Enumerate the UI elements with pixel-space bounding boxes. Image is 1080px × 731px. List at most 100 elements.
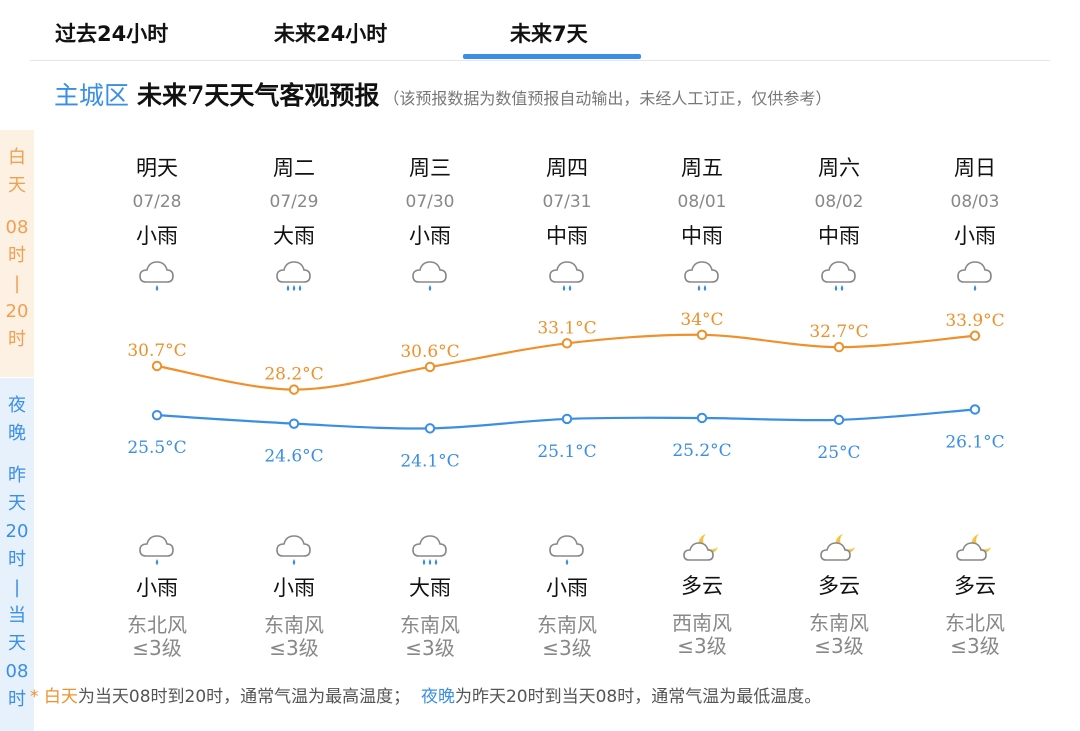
side-label-char: 天 <box>8 493 26 514</box>
day-date: 08/03 <box>950 192 1000 212</box>
night-column: 小雨 东北风 ≤3级 <box>97 524 217 660</box>
high-temp-label: 30.6°C <box>400 342 459 362</box>
day-weather: 小雨 <box>136 224 178 248</box>
side-label-char: 时 <box>8 329 26 350</box>
day-weather: 中雨 <box>818 224 860 248</box>
partly-cloudy-night-icon <box>642 530 762 564</box>
day-date: 07/29 <box>269 192 319 212</box>
day-weather: 小雨 <box>409 224 451 248</box>
heavy-rain-icon <box>234 256 354 292</box>
day-name: 周三 <box>409 156 451 180</box>
night-column: 大雨 东南风 ≤3级 <box>370 524 490 660</box>
light-rain-icon <box>97 256 217 292</box>
day-weather: 中雨 <box>546 224 588 248</box>
light-rain-icon <box>97 530 217 566</box>
day-name: 周四 <box>546 156 588 180</box>
day-weather: 小雨 <box>954 224 996 248</box>
wind-level: ≤3级 <box>814 634 864 658</box>
high-temp-label: 30.7°C <box>127 341 186 361</box>
wind-info: 东南风 ≤3级 <box>370 614 490 660</box>
wind-direction: 东南风 <box>537 613 597 637</box>
tab-next-7d[interactable]: 未来7天 <box>510 22 588 46</box>
side-label-char: 夜 <box>8 395 26 416</box>
footnote-prefix: * <box>30 687 44 707</box>
light-rain-icon <box>507 530 627 566</box>
night-weather: 小雨 <box>273 576 315 600</box>
heavy-rain-icon <box>370 530 490 566</box>
high-temp-label: 34°C <box>680 310 723 330</box>
day-date: 08/02 <box>814 192 864 212</box>
night-weather: 多云 <box>954 574 996 598</box>
day-column-top: 周五 08/01 中雨 <box>642 152 762 292</box>
side-label-char: 20 <box>5 301 29 322</box>
low-temp-label: 25°C <box>817 443 860 463</box>
night-weather: 多云 <box>681 574 723 598</box>
side-label-char: 时 <box>8 689 26 710</box>
light-rain-icon <box>234 530 354 566</box>
wind-direction: 东北风 <box>127 613 187 637</box>
wind-info: 东南风 ≤3级 <box>234 614 354 660</box>
wind-direction: 东南风 <box>809 611 869 635</box>
side-label-char: | <box>13 273 21 294</box>
high-temp-point <box>969 330 981 341</box>
day-column-top: 明天 07/28 小雨 <box>97 152 217 292</box>
wind-direction: 东南风 <box>264 613 324 637</box>
day-column-top: 周日 08/03 小雨 <box>915 152 1035 292</box>
high-temp-point <box>151 360 163 372</box>
high-temp-label: 33.1°C <box>537 318 596 338</box>
page-title: 主城区 未来7天天气客观预报 （该预报数据为数值预报自动输出，未经人工订正，仅供参考… <box>54 76 831 112</box>
moderate-rain-icon <box>507 256 627 292</box>
daytime-label-text: 白天 08 时 | 20 时 <box>0 144 34 354</box>
day-column-top: 周二 07/29 大雨 <box>234 152 354 292</box>
night-weather: 小雨 <box>136 576 178 600</box>
low-temp-label: 25.1°C <box>537 442 596 462</box>
moderate-rain-icon <box>779 256 899 292</box>
footnote: * 白天为当天08时到20时，通常气温为最高温度； 夜晚为昨天20时到当天08时… <box>30 682 821 707</box>
night-column: 多云 东北风 ≤3级 <box>915 524 1035 658</box>
light-rain-icon <box>915 256 1035 292</box>
day-date: 07/31 <box>542 192 592 212</box>
side-label-char: 08 <box>5 217 29 238</box>
tab-bar: 过去24小时 未来24小时 未来7天 <box>30 0 1050 61</box>
day-column-top: 周四 07/31 中雨 <box>507 152 627 292</box>
high-temp-point <box>424 361 436 373</box>
side-label-char: 时 <box>8 549 26 570</box>
wind-level: ≤3级 <box>405 636 455 660</box>
night-column: 多云西南风 ≤3级 <box>642 524 762 658</box>
day-name: 周二 <box>273 156 315 180</box>
tab-next-24h[interactable]: 未来24小时 <box>274 22 388 46</box>
day-name: 明天 <box>136 156 178 180</box>
low-temp-point <box>696 412 708 424</box>
active-tab-indicator <box>463 54 641 59</box>
day-date: 08/01 <box>677 192 727 212</box>
low-temp-point <box>833 414 845 426</box>
low-temp-label: 26.1°C <box>945 432 1004 452</box>
low-temp-point <box>151 409 163 421</box>
partly-cloudy-night-icon <box>915 530 1035 564</box>
wind-info: 东南风 ≤3级 <box>507 614 627 660</box>
wind-level: ≤3级 <box>269 636 319 660</box>
footnote-day-desc: 为当天08时到20时，通常气温为最高温度； <box>77 687 411 707</box>
wind-info: 西南风 ≤3级 <box>642 612 762 658</box>
high-temp-label: 28.2°C <box>264 365 323 385</box>
high-temp-label: 32.7°C <box>809 322 868 342</box>
tab-past-24h[interactable]: 过去24小时 <box>55 22 169 46</box>
day-date: 07/30 <box>405 192 455 212</box>
low-temp-point <box>561 413 573 425</box>
high-temp-point <box>696 329 708 341</box>
low-temp-label: 24.6°C <box>264 447 323 467</box>
day-name: 周五 <box>681 156 723 180</box>
wind-level: ≤3级 <box>950 634 1000 658</box>
high-temp-point <box>561 338 573 349</box>
night-label-text: 夜晚昨天 20 时 | 当天 08 时 <box>0 392 34 714</box>
low-temp-point <box>288 418 300 429</box>
day-weather: 中雨 <box>681 224 723 248</box>
wind-level: ≤3级 <box>677 634 727 658</box>
low-temp-label: 24.1°C <box>400 451 459 471</box>
night-weather: 多云 <box>818 574 860 598</box>
side-label-char: 08 <box>5 661 29 682</box>
day-weather: 大雨 <box>273 224 315 248</box>
high-temp-label: 33.9°C <box>945 311 1004 331</box>
side-label-char: 时 <box>8 245 26 266</box>
